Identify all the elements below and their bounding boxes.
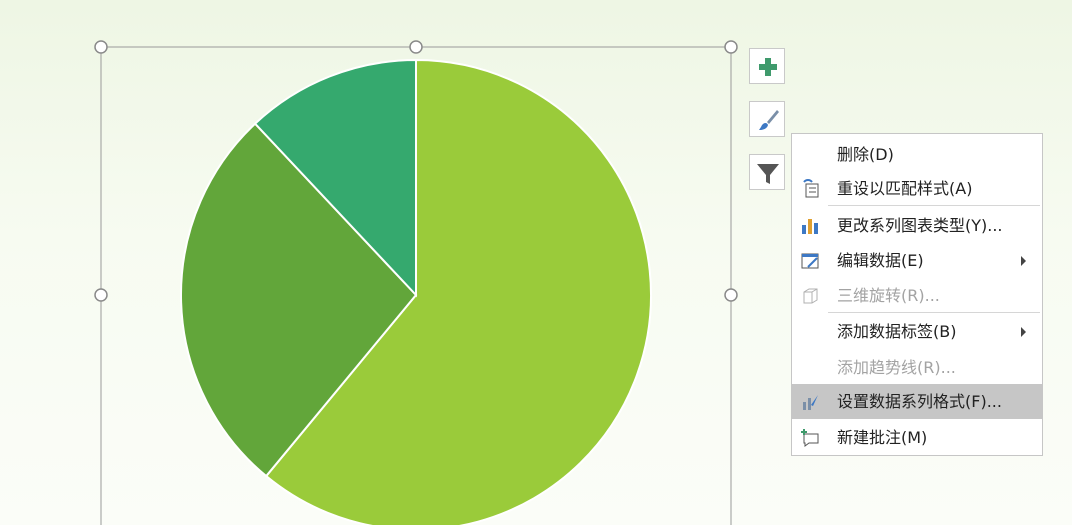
menu-item[interactable]: 删除(D) — [792, 137, 1042, 172]
menu-item[interactable]: 更改系列图表类型(Y)... — [792, 208, 1042, 243]
rotate-icon — [803, 288, 818, 304]
separator — [828, 312, 1040, 313]
pie-slice[interactable] — [253, 58, 417, 298]
pie-slice[interactable] — [180, 122, 418, 478]
handle[interactable] — [724, 40, 738, 54]
brush-icon — [759, 110, 779, 130]
separator — [828, 205, 1040, 206]
filter-icon — [757, 164, 779, 184]
submenu-arrow — [1021, 256, 1026, 266]
pie-slice[interactable] — [264, 58, 652, 525]
reset-icon — [803, 179, 819, 198]
submenu-arrow — [1021, 327, 1026, 337]
plus-icon — [759, 58, 777, 76]
menu-item: 添加趋势线(R)... — [792, 350, 1042, 385]
handle[interactable] — [409, 40, 423, 54]
menu-text: 添加趋势线(R)... — [837, 358, 956, 377]
chart-type-icon — [802, 219, 818, 234]
style-button[interactable] — [749, 101, 785, 137]
menu-text: 重设以匹配样式(A) — [837, 179, 973, 198]
filter-button[interactable] — [749, 154, 785, 190]
handle[interactable] — [94, 288, 108, 302]
menu-text: 三维旋转(R)... — [837, 286, 940, 305]
menu-item[interactable]: 新建批注(M) — [792, 420, 1042, 455]
menu-text: 删除(D) — [837, 145, 894, 164]
handle[interactable] — [94, 40, 108, 54]
context-menu: 删除(D) 重设以匹配样式(A) 更改系列图表类型(Y)... 编辑数据(E) … — [791, 133, 1043, 456]
edit-data-icon — [801, 253, 819, 269]
handle[interactable] — [724, 288, 738, 302]
menu-item: 三维旋转(R)... — [792, 278, 1042, 313]
format-icon — [803, 395, 818, 410]
menu-item[interactable]: 编辑数据(E) — [792, 243, 1042, 278]
pie — [180, 58, 652, 525]
menu-item[interactable]: 设置数据系列格式(F)... — [792, 384, 1042, 419]
menu-text: 更改系列图表类型(Y)... — [837, 216, 1003, 235]
menu-item[interactable]: 重设以匹配样式(A) — [792, 171, 1042, 206]
menu-item[interactable]: 添加数据标签(B) — [792, 314, 1042, 349]
menu-text: 新建批注(M) — [837, 428, 928, 447]
add-element-button[interactable] — [749, 48, 785, 84]
menu-text: 设置数据系列格式(F)... — [837, 392, 1002, 411]
menu-text: 添加数据标签(B) — [837, 322, 957, 341]
menu-text: 编辑数据(E) — [837, 251, 924, 270]
comment-icon — [801, 429, 819, 447]
handles — [94, 40, 738, 302]
